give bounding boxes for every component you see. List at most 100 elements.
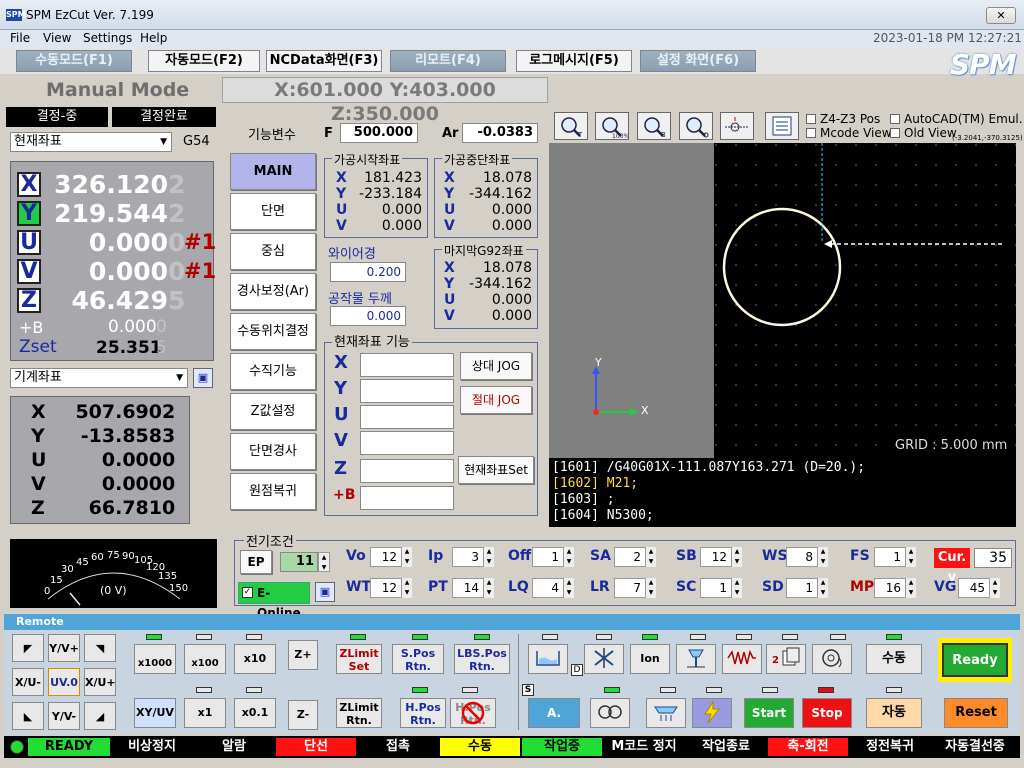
row2-sc-spinner[interactable]: ▲ ▼: [731, 578, 742, 598]
ar-input[interactable]: -0.0383: [462, 123, 538, 143]
coord-system-select[interactable]: 현재좌표 ▼: [10, 132, 172, 152]
z-minus-button[interactable]: Z-: [288, 700, 318, 730]
menu-view[interactable]: View: [43, 31, 72, 45]
step-x10-button[interactable]: x10: [234, 644, 276, 674]
step-x01-button[interactable]: x0.1: [234, 698, 276, 728]
jog-x-minus-button[interactable]: X/U-: [12, 668, 44, 696]
wire-feed-icon[interactable]: [590, 698, 630, 728]
zoom-100-icon[interactable]: 100%: [595, 112, 629, 140]
cf-v-input[interactable]: [360, 431, 454, 455]
row2-lr-spinner[interactable]: ▲ ▼: [645, 578, 656, 598]
step-x1000-button[interactable]: x1000: [134, 644, 176, 674]
auto-button[interactable]: 자동: [866, 698, 922, 728]
row1-off-spinner[interactable]: ▲ ▼: [563, 547, 574, 567]
start-button[interactable]: Start: [744, 698, 794, 728]
home-return-button[interactable]: 원점복귀: [230, 473, 316, 510]
reset-button[interactable]: Reset: [944, 698, 1008, 728]
row2-pt-spinner[interactable]: ▲ ▼: [483, 578, 494, 598]
jog-y-minus-button[interactable]: Y/V-: [48, 702, 80, 730]
pulse-icon[interactable]: [722, 644, 762, 674]
zoom-t-icon[interactable]: T: [554, 112, 588, 140]
menu-help[interactable]: Help: [140, 31, 168, 45]
tab-remote[interactable]: 리모트(F4): [390, 50, 506, 72]
stop-button[interactable]: Stop: [802, 698, 852, 728]
mcode-checkbox[interactable]: [806, 128, 816, 138]
section-slope-button[interactable]: 단면경사: [230, 433, 316, 470]
current-coord-set-button[interactable]: 현재좌표Set: [458, 456, 534, 484]
jog-x-plus-button[interactable]: X/U+: [84, 668, 116, 696]
section-button[interactable]: 단면: [230, 193, 316, 230]
flush-icon[interactable]: [676, 644, 716, 674]
row1-ip-spinner[interactable]: ▲ ▼: [483, 547, 494, 567]
row2-wt-spinner[interactable]: ▲ ▼: [401, 578, 412, 598]
zset-button[interactable]: Z값설정: [230, 393, 316, 430]
step-x100-button[interactable]: x100: [184, 644, 226, 674]
zoom-b-icon[interactable]: B: [637, 112, 671, 140]
absolute-jog-button[interactable]: 절대 JOG: [460, 386, 532, 414]
relative-jog-button[interactable]: 상대 JOG: [460, 352, 532, 380]
jog-y-plus-button[interactable]: Y/V+: [48, 634, 80, 662]
lbspos-return-button[interactable]: LBS.Pos Rtn.: [454, 644, 510, 674]
jog-upright-button[interactable]: ◥: [84, 634, 116, 662]
thickness-input[interactable]: 0.000: [330, 306, 406, 326]
ready-button[interactable]: Ready: [942, 643, 1008, 677]
zlimit-return-button[interactable]: ZLimit Rtn.: [336, 698, 382, 728]
z-plus-button[interactable]: Z+: [288, 640, 318, 670]
coolant-icon[interactable]: [646, 698, 686, 728]
auto-start-button[interactable]: A. Start: [528, 698, 580, 748]
oldview-checkbox[interactable]: [890, 128, 900, 138]
z4z3-checkbox[interactable]: [806, 114, 816, 124]
save-icon[interactable]: ▣: [315, 582, 335, 602]
axis-y-label[interactable]: Y: [17, 201, 41, 226]
spos-return-button[interactable]: S.Pos Rtn.: [392, 644, 444, 674]
menu-file[interactable]: File: [10, 31, 31, 45]
menu-settings[interactable]: Settings: [83, 31, 133, 45]
cf-x-input[interactable]: [360, 353, 454, 377]
step-x1-button[interactable]: x1: [184, 698, 226, 728]
ep-spinner[interactable]: ▲ ▼: [318, 552, 330, 572]
row2-vg-spinner[interactable]: ▲ ▼: [989, 578, 1000, 598]
row2-lq-spinner[interactable]: ▲ ▼: [563, 578, 574, 598]
machine-coord-select[interactable]: 기계좌표 ▼: [10, 368, 188, 388]
manual-position-button[interactable]: 수동위치결정: [230, 313, 316, 350]
tab-ncdata[interactable]: NCData화면(F3): [266, 50, 382, 72]
zoom-point-icon[interactable]: [679, 112, 713, 140]
list-view-icon[interactable]: [765, 112, 799, 140]
close-button[interactable]: ✕: [986, 7, 1016, 24]
wire-cut-icon[interactable]: [584, 644, 624, 674]
curv-value[interactable]: 35: [974, 548, 1012, 568]
center-button[interactable]: 중심: [230, 233, 316, 270]
row1-ws-spinner[interactable]: ▲ ▼: [817, 547, 828, 567]
row1-sa-spinner[interactable]: ▲ ▼: [645, 547, 656, 567]
manual-button[interactable]: 수동: [866, 644, 922, 674]
zlimit-set-button[interactable]: ZLimit Set: [336, 644, 382, 674]
row1-sb-spinner[interactable]: ▲ ▼: [731, 547, 742, 567]
tab-log[interactable]: 로그메시지(F5): [516, 50, 632, 72]
main-button[interactable]: MAIN: [230, 153, 316, 190]
tab-auto[interactable]: 자동모드(F2): [148, 50, 260, 72]
save-icon[interactable]: ▣: [193, 368, 213, 388]
cf-y-input[interactable]: [360, 379, 454, 403]
copy-icon[interactable]: 2: [766, 644, 806, 674]
jog-uv0-button[interactable]: UV.0: [48, 668, 80, 696]
jog-downleft-button[interactable]: ◣: [12, 702, 44, 730]
tank-icon[interactable]: [528, 644, 568, 674]
row2-mp-spinner[interactable]: ▲ ▼: [905, 578, 916, 598]
f-input[interactable]: 500.000: [340, 123, 418, 143]
hpos-return-button[interactable]: H.Pos Rtn.: [400, 698, 446, 728]
power-icon[interactable]: [692, 698, 732, 728]
position-icon[interactable]: [720, 112, 754, 140]
row1-vo-spinner[interactable]: ▲ ▼: [401, 547, 412, 567]
row1-fs-spinner[interactable]: ▲ ▼: [905, 547, 916, 567]
vertical-button[interactable]: 수직기능: [230, 353, 316, 390]
roll-icon[interactable]: [812, 644, 852, 674]
xyuv-button[interactable]: XY/UV: [134, 698, 176, 728]
cf-z-input[interactable]: [360, 459, 454, 483]
cf-b-input[interactable]: [360, 486, 454, 510]
ep-button[interactable]: EP: [240, 550, 272, 574]
tab-manual[interactable]: 수동모드(F1): [16, 50, 132, 72]
jog-downright-button[interactable]: ◢: [84, 702, 116, 730]
ep-value[interactable]: 11: [280, 552, 318, 572]
autocad-checkbox[interactable]: [890, 114, 900, 124]
ion-button[interactable]: Ion: [630, 644, 670, 674]
